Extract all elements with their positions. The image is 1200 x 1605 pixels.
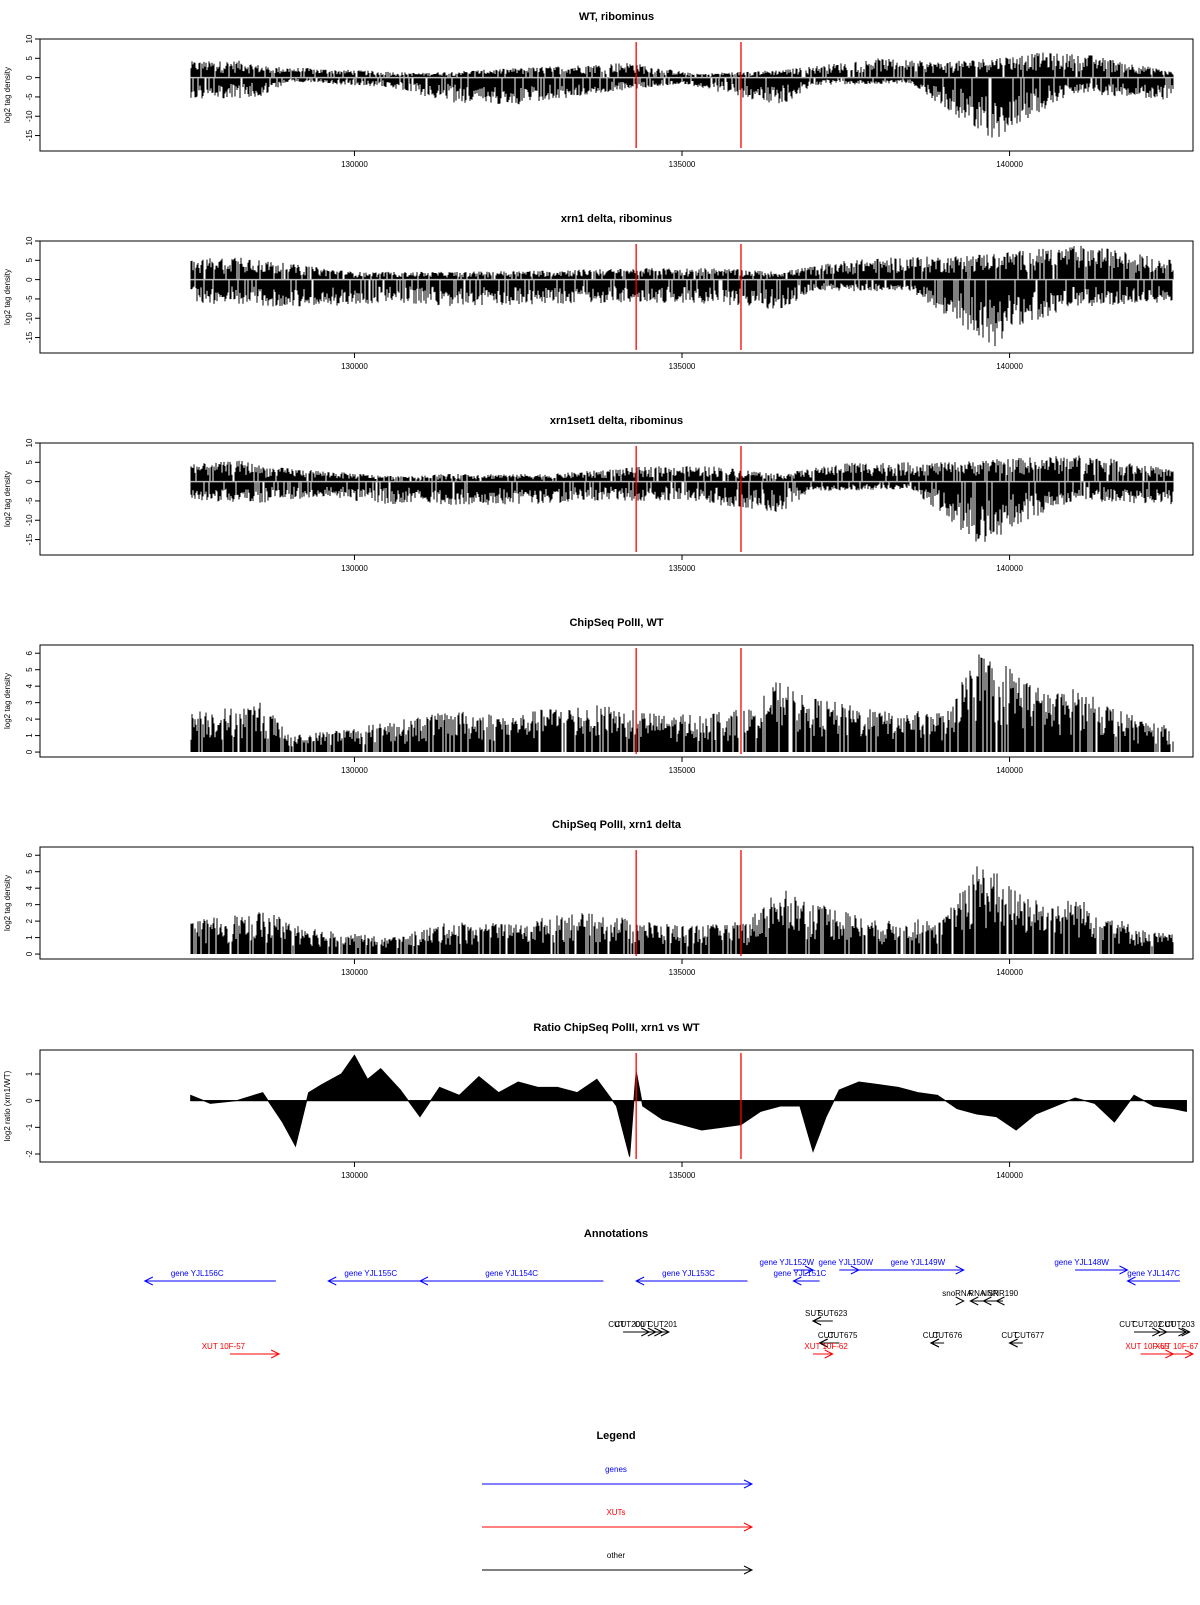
x-tick-label: 140000 [996,362,1023,371]
y-tick-label: -5 [25,93,34,101]
x-tick-label: 135000 [669,564,696,573]
chart-title: WT, ribominus [579,11,654,23]
x-tick-label: 135000 [669,160,696,169]
x-tick-label: 130000 [341,160,368,169]
y-tick-label: -10 [25,110,34,122]
y-tick-label: -10 [25,514,34,526]
x-tick-label: 130000 [341,362,368,371]
y-tick-label: -15 [25,129,34,141]
y-tick-label: 5 [25,258,34,263]
y-axis-label: log2 tag density [3,67,12,123]
y-tick-label: -5 [25,497,34,505]
y-tick-label: -5 [25,295,34,303]
y-tick-label: -15 [25,331,34,343]
chart-title: xrn1 delta, ribominus [561,213,672,225]
y-tick-label: 0 [25,479,34,484]
x-tick-label: 140000 [996,564,1023,573]
x-tick-label: 130000 [341,564,368,573]
data-bars [191,455,1173,541]
chart-title: xrn1set1 delta, ribominus [550,415,683,427]
x-tick-label: 140000 [996,160,1023,169]
y-axis-label: log2 tag density [3,471,12,527]
chart-panel-1: WT, ribominus log2 tag density -15 -10 -5 0 5 1… [3,11,1193,169]
y-tick-label: -10 [25,312,34,324]
y-tick-label: 10 [25,438,34,447]
x-tick-label: 135000 [669,362,696,371]
chart-panel-2: xrn1 delta, ribominus log2 tag density -15… [3,213,1193,371]
y-tick-label: 0 [25,75,34,80]
y-tick-label: 5 [25,56,34,61]
y-tick-label: 10 [25,236,34,245]
y-tick-label: 0 [25,277,34,282]
data-bars [191,246,1173,346]
y-tick-label: -15 [25,533,34,545]
data-bars [191,53,1173,138]
y-axis-label: log2 tag density [3,269,12,325]
y-tick-label: 5 [25,460,34,465]
chart-panel-3: xrn1set1 delta, ribominus log2 tag densit… [3,415,1193,573]
y-tick-label: 10 [25,34,34,43]
